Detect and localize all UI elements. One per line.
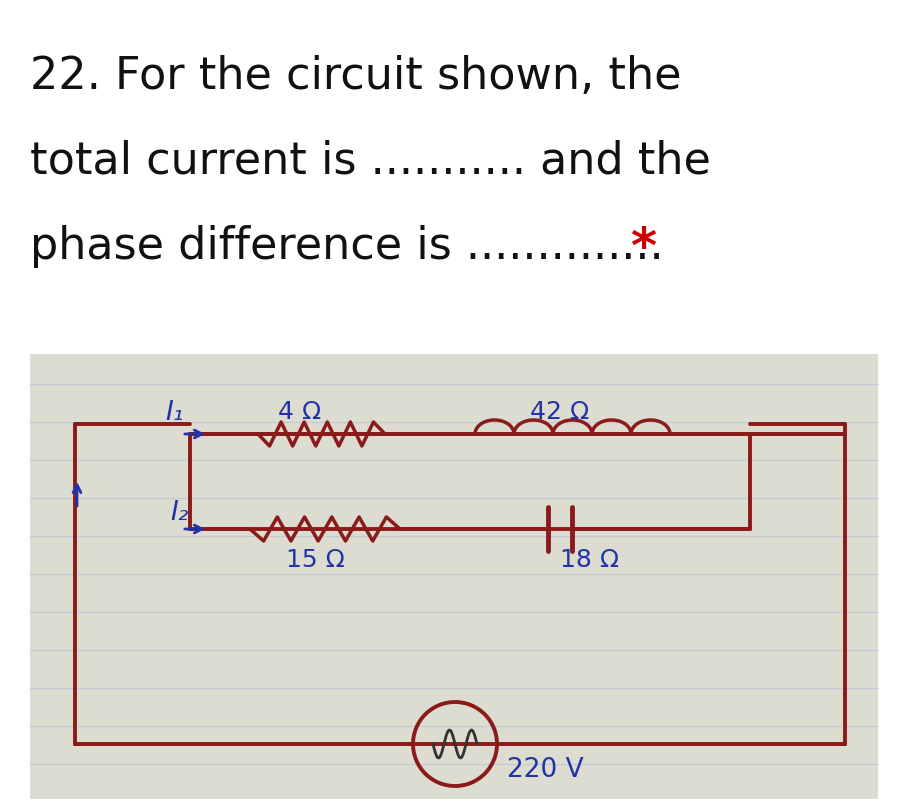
Text: 4 Ω: 4 Ω [278, 400, 321, 423]
Text: 220 V: 220 V [506, 756, 583, 782]
Text: I₁: I₁ [165, 400, 183, 426]
Text: phase difference is ..............: phase difference is .............. [30, 225, 677, 267]
Text: 15 Ω: 15 Ω [285, 548, 344, 571]
Text: 42 Ω: 42 Ω [529, 400, 589, 423]
Text: *: * [630, 225, 656, 273]
Bar [30, 355, 877, 799]
Text: total current is ........... and the: total current is ........... and the [30, 140, 710, 183]
Text: I₂: I₂ [170, 499, 189, 525]
Text: 18 Ω: 18 Ω [560, 548, 619, 571]
Text: 22. For the circuit shown, the: 22. For the circuit shown, the [30, 55, 681, 98]
